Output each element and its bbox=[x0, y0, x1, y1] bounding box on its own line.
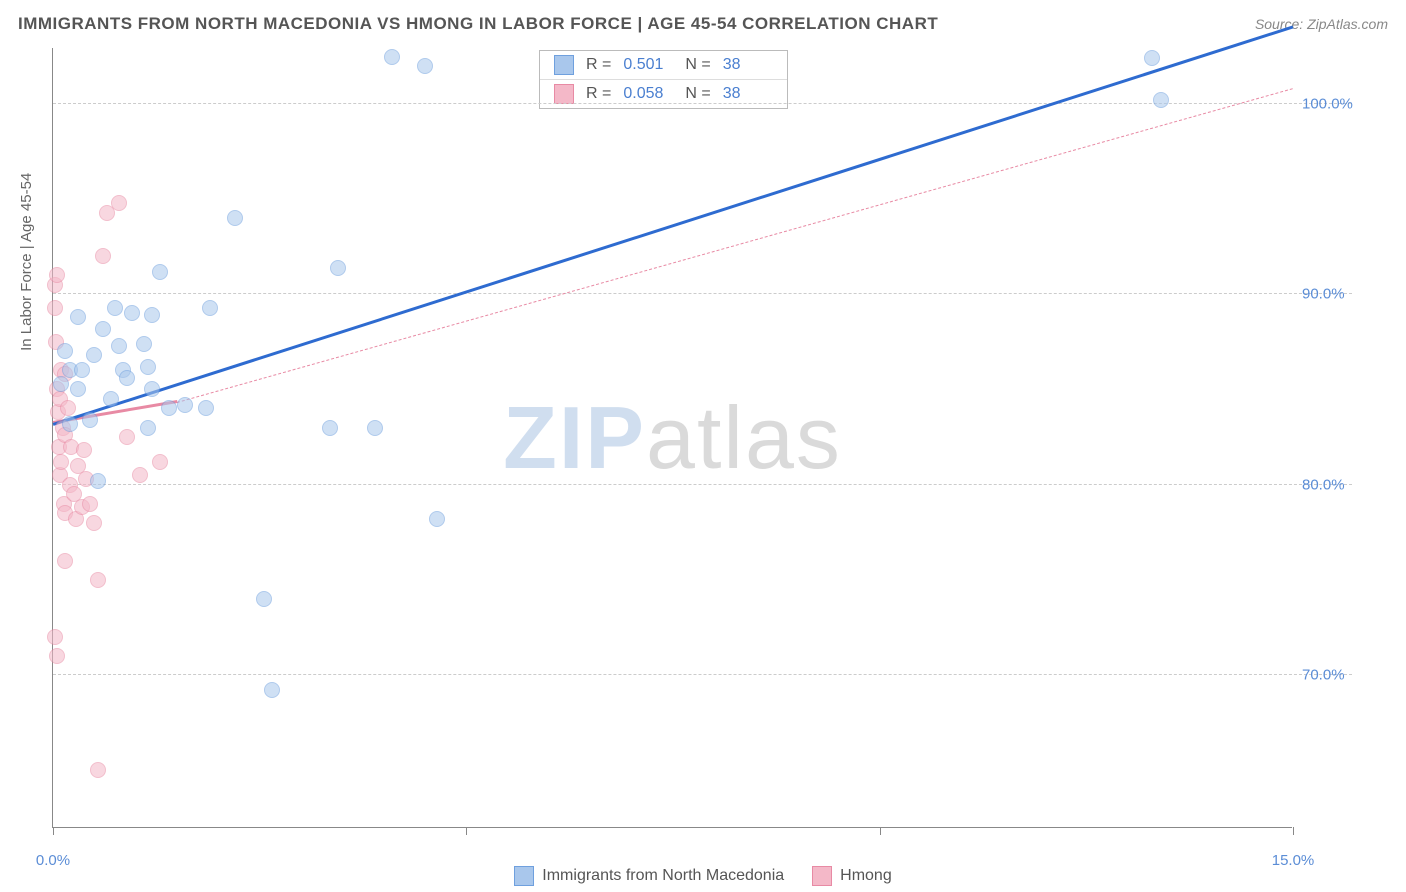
legend-swatch-2 bbox=[812, 866, 832, 886]
scatter-point bbox=[90, 762, 106, 778]
scatter-point bbox=[198, 400, 214, 416]
source-attribution: Source: ZipAtlas.com bbox=[1255, 16, 1388, 32]
scatter-point bbox=[53, 454, 69, 470]
scatter-point bbox=[111, 195, 127, 211]
scatter-point bbox=[90, 473, 106, 489]
scatter-point bbox=[144, 307, 160, 323]
scatter-point bbox=[136, 336, 152, 352]
swatch-series-2 bbox=[554, 84, 574, 104]
scatter-point bbox=[124, 305, 140, 321]
scatter-point bbox=[82, 496, 98, 512]
n-value-1: 38 bbox=[723, 56, 773, 74]
r-value-1: 0.501 bbox=[623, 56, 673, 74]
scatter-point bbox=[322, 420, 338, 436]
scatter-point bbox=[57, 343, 73, 359]
plot-area: ZIPatlas R = 0.501 N = 38 R = 0.058 N = … bbox=[52, 48, 1292, 828]
legend-label-2: Hmong bbox=[840, 867, 892, 885]
x-tick bbox=[880, 827, 881, 835]
scatter-point bbox=[330, 260, 346, 276]
scatter-point bbox=[429, 511, 445, 527]
scatter-point bbox=[152, 454, 168, 470]
scatter-point bbox=[132, 467, 148, 483]
scatter-point bbox=[177, 397, 193, 413]
source-value: ZipAtlas.com bbox=[1307, 16, 1388, 32]
scatter-point bbox=[86, 515, 102, 531]
scatter-point bbox=[119, 429, 135, 445]
correlation-legend: R = 0.501 N = 38 R = 0.058 N = 38 bbox=[539, 50, 788, 109]
scatter-point bbox=[1153, 92, 1169, 108]
scatter-point bbox=[1144, 50, 1160, 66]
scatter-point bbox=[95, 248, 111, 264]
watermark-rest: atlas bbox=[646, 388, 842, 487]
scatter-point bbox=[107, 300, 123, 316]
scatter-point bbox=[82, 412, 98, 428]
swatch-series-1 bbox=[554, 55, 574, 75]
scatter-point bbox=[384, 49, 400, 65]
scatter-point bbox=[111, 338, 127, 354]
scatter-point bbox=[62, 416, 78, 432]
scatter-point bbox=[144, 381, 160, 397]
r-label-1: R = bbox=[586, 56, 611, 74]
x-tick bbox=[466, 827, 467, 835]
scatter-point bbox=[417, 58, 433, 74]
scatter-point bbox=[367, 420, 383, 436]
scatter-point bbox=[86, 347, 102, 363]
legend-label-1: Immigrants from North Macedonia bbox=[542, 867, 784, 885]
scatter-point bbox=[119, 370, 135, 386]
scatter-point bbox=[103, 391, 119, 407]
scatter-point bbox=[256, 591, 272, 607]
n-value-2: 38 bbox=[723, 85, 773, 103]
scatter-point bbox=[49, 648, 65, 664]
scatter-point bbox=[140, 359, 156, 375]
x-tick bbox=[1293, 827, 1294, 835]
y-axis-label: In Labor Force | Age 45-54 bbox=[18, 173, 35, 351]
y-tick-label: 90.0% bbox=[1302, 286, 1362, 303]
chart-title: IMMIGRANTS FROM NORTH MACEDONIA VS HMONG… bbox=[18, 14, 938, 34]
scatter-point bbox=[227, 210, 243, 226]
y-tick-label: 70.0% bbox=[1302, 666, 1362, 683]
scatter-point bbox=[74, 362, 90, 378]
scatter-point bbox=[140, 420, 156, 436]
scatter-point bbox=[95, 321, 111, 337]
gridline bbox=[53, 484, 1352, 485]
scatter-point bbox=[152, 264, 168, 280]
legend-item-2: Hmong bbox=[812, 866, 892, 886]
scatter-point bbox=[161, 400, 177, 416]
legend-swatch-1 bbox=[514, 866, 534, 886]
n-label-1: N = bbox=[685, 56, 710, 74]
gridline bbox=[53, 674, 1352, 675]
scatter-point bbox=[57, 553, 73, 569]
legend-item-1: Immigrants from North Macedonia bbox=[514, 866, 784, 886]
scatter-point bbox=[47, 300, 63, 316]
scatter-point bbox=[70, 309, 86, 325]
y-tick-label: 100.0% bbox=[1302, 96, 1362, 113]
gridline bbox=[53, 293, 1352, 294]
y-tick-label: 80.0% bbox=[1302, 476, 1362, 493]
scatter-point bbox=[264, 682, 280, 698]
series-legend: Immigrants from North Macedonia Hmong bbox=[0, 866, 1406, 886]
legend-row-series-1: R = 0.501 N = 38 bbox=[540, 51, 787, 79]
scatter-point bbox=[49, 267, 65, 283]
watermark: ZIPatlas bbox=[503, 387, 842, 489]
r-value-2: 0.058 bbox=[623, 85, 673, 103]
title-bar: IMMIGRANTS FROM NORTH MACEDONIA VS HMONG… bbox=[18, 14, 1388, 34]
scatter-point bbox=[90, 572, 106, 588]
scatter-point bbox=[202, 300, 218, 316]
scatter-point bbox=[70, 381, 86, 397]
n-label-2: N = bbox=[685, 85, 710, 103]
regression-line bbox=[177, 88, 1293, 403]
scatter-point bbox=[47, 629, 63, 645]
scatter-point bbox=[60, 400, 76, 416]
scatter-point bbox=[76, 442, 92, 458]
watermark-bold: ZIP bbox=[503, 388, 646, 487]
x-tick bbox=[53, 827, 54, 835]
r-label-2: R = bbox=[586, 85, 611, 103]
